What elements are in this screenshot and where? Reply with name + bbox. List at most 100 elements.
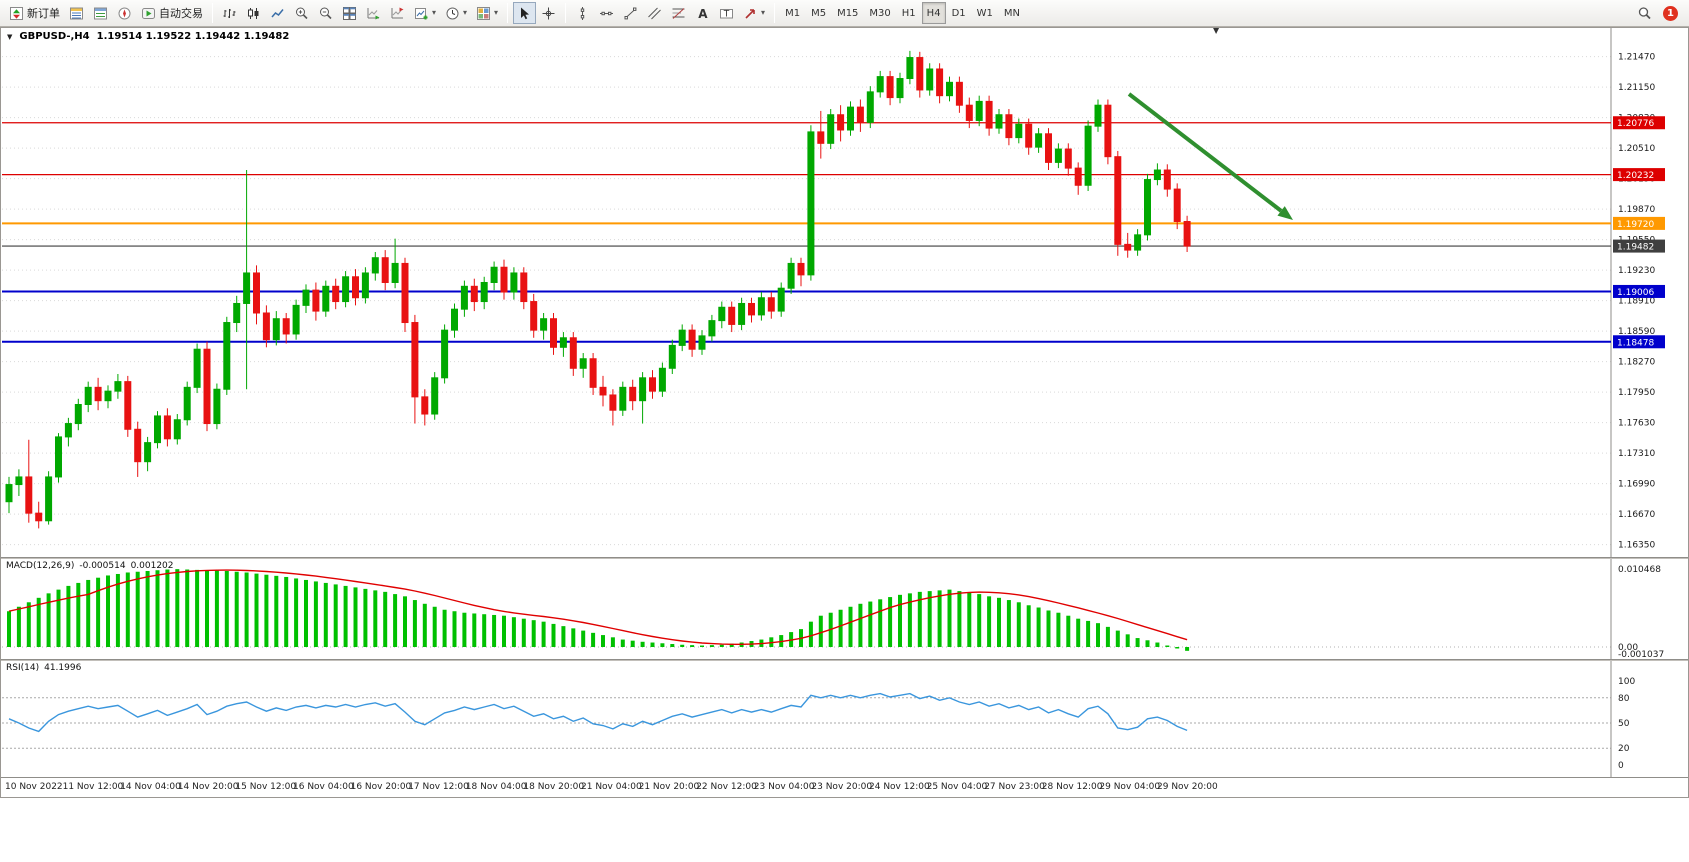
templates-dropdown-button[interactable]: ▾ xyxy=(472,2,502,24)
data-window-button[interactable] xyxy=(89,2,112,24)
autotrading-icon xyxy=(142,7,155,19)
candle-body xyxy=(451,308,458,331)
candle-body xyxy=(401,262,409,324)
candle-body xyxy=(411,322,419,398)
trendline-icon xyxy=(624,7,637,19)
line-chart-icon xyxy=(271,8,284,17)
timeframe-button-h1[interactable]: H1 xyxy=(897,2,921,24)
line-chart-button[interactable] xyxy=(266,2,289,24)
toolbar: 新订单 自动交易 xyxy=(0,0,1689,27)
trendline-button[interactable] xyxy=(619,2,642,24)
candlestick-chart-icon xyxy=(248,7,259,19)
timeframe-button-d1[interactable]: D1 xyxy=(947,2,971,24)
price-tag: 1.19720 xyxy=(1613,216,1665,230)
candle-body xyxy=(777,287,785,312)
candle-body xyxy=(678,329,686,346)
macd-label: MACD(12,26,9) -0.000514 0.001202 xyxy=(6,561,174,571)
svg-text:1.19006: 1.19006 xyxy=(1617,288,1654,298)
time-axis-label: 29 Nov 04:00 xyxy=(1099,782,1161,792)
tile-windows-button[interactable] xyxy=(338,2,361,24)
svg-text:1.20232: 1.20232 xyxy=(1617,171,1654,181)
candle-body xyxy=(1104,104,1112,158)
rsi-value: 41.1996 xyxy=(44,663,82,673)
candle-body xyxy=(876,76,884,93)
chart-dropdown-arrow-icon[interactable]: ▼ xyxy=(7,33,13,41)
time-axis-label: 18 Nov 20:00 xyxy=(523,782,585,792)
time-axis-label: 23 Nov 04:00 xyxy=(753,782,815,792)
chart-shift-button[interactable] xyxy=(386,2,409,24)
text-label-icon: T xyxy=(720,8,734,19)
time-axis-label: 15 Nov 12:00 xyxy=(235,782,297,792)
text-button[interactable]: A xyxy=(691,2,714,24)
chart-shift-marker-icon[interactable]: ▼ xyxy=(1213,28,1220,35)
pane-divider[interactable] xyxy=(1,659,1688,661)
rsi-line xyxy=(8,692,1188,733)
arrows-icon xyxy=(745,8,755,19)
new-order-label: 新订单 xyxy=(27,7,60,20)
crosshair-button[interactable] xyxy=(537,2,560,24)
timeframe-button-h4[interactable]: H4 xyxy=(921,2,946,24)
candlestick-chart-button[interactable] xyxy=(242,2,265,24)
time-axis-label: 10 Nov 2022 xyxy=(5,782,63,792)
candle-body xyxy=(1144,179,1151,236)
fibonacci-button[interactable] xyxy=(667,2,690,24)
chart-shift-icon xyxy=(391,7,404,18)
price-axis-label: 1.16350 xyxy=(1618,541,1655,551)
timeframe-button-m1[interactable]: M1 xyxy=(780,2,805,24)
dropdown-caret-icon: ▾ xyxy=(761,8,766,17)
bar-chart-button[interactable] xyxy=(218,2,241,24)
candle-body xyxy=(866,91,874,123)
timeframe-button-m30[interactable]: M30 xyxy=(864,2,895,24)
trend-arrow[interactable] xyxy=(1127,92,1293,220)
time-axis[interactable]: 10 Nov 2022 11 Nov 12:00 14 Nov 04:00 14 No… xyxy=(1,777,1688,797)
autotrading-button[interactable]: 自动交易 xyxy=(137,2,207,24)
periods-dropdown-button[interactable]: ▾ xyxy=(441,2,471,24)
notification-badge[interactable]: 1 xyxy=(1663,5,1678,21)
timeframe-button-m15[interactable]: M15 xyxy=(832,2,863,24)
rsi-label: RSI(14) 41.1996 xyxy=(6,663,81,673)
templates-icon xyxy=(477,6,491,20)
candle-body xyxy=(441,329,449,379)
candle-body xyxy=(500,266,508,293)
rsi-pane[interactable]: 100 80 50 20 0 RSI(14) 41.1996 xyxy=(1,661,1688,777)
candle-body xyxy=(985,100,993,129)
new-chart-button[interactable]: ▾ xyxy=(410,2,440,24)
crosshair-icon xyxy=(542,7,555,19)
candle-body xyxy=(936,68,944,97)
channel-button[interactable] xyxy=(643,2,666,24)
candle-body xyxy=(332,285,340,303)
auto-scroll-button[interactable] xyxy=(362,2,385,24)
candle-body xyxy=(827,114,835,144)
cursor-button[interactable] xyxy=(513,2,537,24)
zoom-out-button[interactable] xyxy=(314,2,337,24)
candle-body xyxy=(84,386,92,405)
zoom-in-button[interactable] xyxy=(290,2,313,24)
candle-body xyxy=(807,131,815,276)
time-axis-label: 22 Nov 12:00 xyxy=(696,782,757,792)
arrows-dropdown-button[interactable]: ▾ xyxy=(739,2,769,24)
timeframe-button-m5[interactable]: M5 xyxy=(806,2,831,24)
time-axis-label: 28 Nov 12:00 xyxy=(1041,782,1103,792)
macd-pane[interactable]: 0.010468 0.00 -0.001037 MACD(12,26,9) -0.0… xyxy=(1,559,1688,659)
pane-divider[interactable] xyxy=(1,557,1688,559)
candle-body xyxy=(569,337,577,369)
candle-body xyxy=(342,276,350,303)
price-axis-label: 1.16670 xyxy=(1618,510,1655,520)
timeframe-button-w1[interactable]: W1 xyxy=(972,2,998,24)
price-tag: 1.20232 xyxy=(1613,168,1665,182)
search-button[interactable] xyxy=(1633,2,1656,24)
main-chart-pane[interactable]: 1.214701.211501.208301.205101.201901.198… xyxy=(1,28,1688,557)
macd-value-signal: 0.001202 xyxy=(130,561,174,571)
timeframe-button-mn[interactable]: MN xyxy=(999,2,1025,24)
candle-body xyxy=(916,57,924,91)
candle-body xyxy=(173,419,181,440)
candle-body xyxy=(64,423,72,438)
text-label-button[interactable]: T xyxy=(715,2,738,24)
candle-body xyxy=(302,289,310,306)
vertical-line-button[interactable] xyxy=(571,2,594,24)
candle-body xyxy=(272,318,280,341)
new-order-button[interactable]: 新订单 xyxy=(5,2,64,24)
market-watch-button[interactable] xyxy=(65,2,88,24)
navigator-button[interactable] xyxy=(113,2,136,24)
horizontal-line-button[interactable] xyxy=(595,2,618,24)
